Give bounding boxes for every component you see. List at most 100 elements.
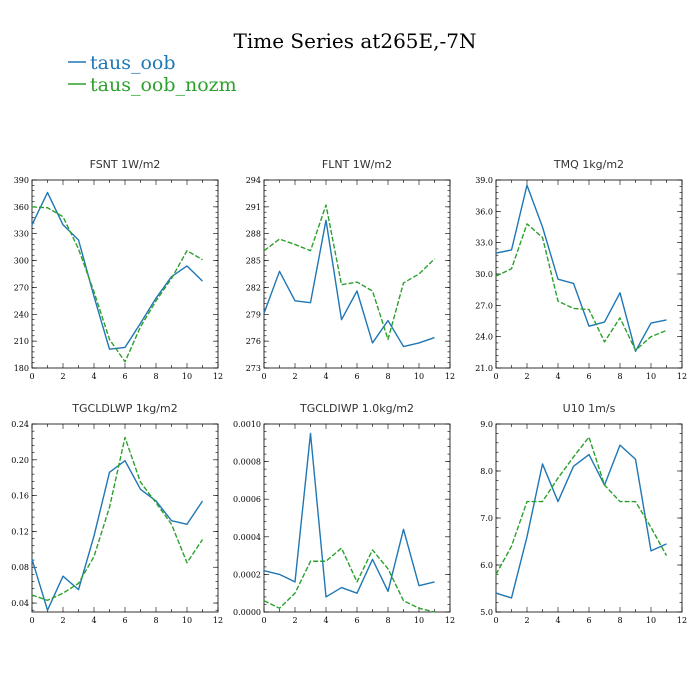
plot-frame-4: [263, 423, 451, 613]
y-tick-label: 0.0006: [233, 495, 261, 504]
series-line-taus_oob: [31, 191, 203, 350]
y-tick-label: 33.0: [475, 239, 493, 248]
x-tick-label: 8: [385, 616, 390, 625]
x-tick-label: 8: [617, 616, 622, 625]
y-tick-label: 0.0000: [233, 608, 261, 617]
y-tick-label: 273: [246, 364, 261, 373]
y-tick-label: 0.12: [11, 527, 29, 536]
x-tick-label: 4: [555, 616, 560, 625]
x-tick-label: 0: [261, 372, 266, 381]
x-tick-label: 10: [182, 616, 192, 625]
x-tick-label: 12: [445, 372, 455, 381]
y-tick-label: 0.08: [11, 563, 29, 572]
panel-title-4: TGCLDIWP 1.0kg/m2: [299, 402, 414, 415]
y-tick-label: 39.0: [475, 176, 493, 185]
x-tick-label: 0: [29, 372, 34, 381]
x-tick-label: 10: [182, 372, 192, 381]
panel-title-0: FSNT 1W/m2: [90, 158, 161, 171]
y-tick-label: 270: [14, 283, 29, 292]
panels: FSNT 1W/m20 2 4 6 8 10 12180210240270300330360…: [11, 158, 687, 625]
panel-title-1: FLNT 1W/m2: [322, 158, 392, 171]
series-line-taus_oob_nozm: [495, 223, 667, 351]
y-tick-label: 27.0: [475, 301, 493, 310]
chart-panel-2: TMQ 1kg/m2 0 2 4 6 8 10 12 21.0 24.0 27.0 30.0 33.0 3…: [475, 158, 687, 381]
chart-panel-5: U10 1m/s 0 2 4 6 8 10 12 5.0 6.0 7.0 8.0 9.0: [480, 402, 687, 625]
y-tick-label: 180: [14, 364, 29, 373]
x-tick-label: 10: [646, 616, 656, 625]
x-tick-label: 6: [122, 616, 127, 625]
y-tick-label: 7.0: [480, 514, 493, 523]
y-tick-label: 390: [14, 176, 29, 185]
x-tick-label: 4: [91, 616, 96, 625]
x-tick-label: 2: [524, 616, 529, 625]
x-tick-label: 0: [29, 616, 34, 625]
y-tick-label: 300: [14, 257, 29, 266]
y-tick-label: 30.0: [475, 270, 493, 279]
y-tick-label: 0.0008: [233, 458, 261, 467]
plot-frame-1: [263, 179, 451, 369]
y-tick-label: 240: [14, 310, 29, 319]
legend-label-0: taus_oob: [90, 52, 176, 74]
y-tick-label: 0.16: [11, 492, 29, 501]
legend-label-1: taus_oob_nozm: [90, 74, 237, 96]
x-tick-label: 4: [323, 372, 328, 381]
y-tick-label: 21.0: [475, 364, 493, 373]
x-tick-label: 0: [261, 616, 266, 625]
series-line-taus_oob: [263, 432, 435, 598]
x-tick-label: 2: [292, 372, 297, 381]
y-tick-label: 276: [246, 337, 261, 346]
series-line-taus_oob_nozm: [263, 547, 435, 613]
x-tick-label: 12: [213, 616, 223, 625]
x-tick-label: 12: [677, 616, 687, 625]
x-tick-label: 10: [646, 372, 656, 381]
series-line-taus_oob_nozm: [31, 436, 204, 602]
plot-frame-2: [495, 179, 683, 369]
y-tick-label: 210: [14, 337, 29, 346]
x-tick-label: 8: [385, 372, 390, 381]
chart-panel-3: TGCLDLWP 1kg/m2 0 2 4 6 8 10 12 0.04 0.08 0.12 0.16…: [11, 402, 223, 625]
y-tick-label: 330: [14, 230, 29, 239]
y-tick-label: 282: [246, 283, 261, 292]
panel-title-3: TGCLDLWP 1kg/m2: [71, 402, 177, 415]
chart-panel-0: FSNT 1W/m2 0 2 4 6 8 10 12 180 210 240 270 300 330 360…: [14, 158, 223, 381]
y-tick-label: 5.0: [480, 608, 493, 617]
x-tick-label: 10: [414, 616, 424, 625]
x-tick-label: 12: [677, 372, 687, 381]
x-tick-label: 8: [153, 372, 158, 381]
x-tick-label: 2: [60, 372, 65, 381]
y-tick-label: 0.0010: [233, 420, 261, 429]
x-tick-label: 0: [493, 616, 498, 625]
y-tick-label: 288: [246, 230, 261, 239]
x-tick-label: 0: [493, 372, 498, 381]
y-tick-label: 36.0: [475, 207, 493, 216]
figure-title: Time Series at265E,-7N: [234, 29, 477, 53]
legend: taus_oob taus_oob_nozm: [68, 52, 237, 96]
y-tick-label: 0.0004: [233, 533, 261, 542]
y-tick-label: 291: [246, 203, 261, 212]
x-tick-label: 8: [617, 372, 622, 381]
series-line-taus_oob: [495, 444, 667, 599]
y-tick-label: 279: [246, 310, 261, 319]
series-line-taus_oob_nozm: [495, 436, 668, 575]
y-tick-label: 0.04: [11, 599, 29, 608]
x-tick-label: 4: [91, 372, 96, 381]
x-tick-label: 12: [445, 616, 455, 625]
x-tick-label: 10: [414, 372, 424, 381]
x-tick-label: 2: [292, 616, 297, 625]
chart-panel-4: TGCLDIWP 1.0kg/m2 0 2 4 6 8 10 12 0.0000 0.0002 0.…: [233, 402, 455, 625]
y-tick-label: 24.0: [475, 333, 493, 342]
x-tick-label: 6: [354, 372, 359, 381]
y-tick-label: 9.0: [480, 420, 493, 429]
x-tick-label: 4: [323, 616, 328, 625]
series-line-taus_oob: [31, 460, 204, 611]
y-tick-label: 0.0002: [233, 570, 261, 579]
y-tick-label: 294: [246, 176, 261, 185]
x-tick-label: 4: [555, 372, 560, 381]
plot-frame-0: [31, 179, 219, 369]
x-tick-label: 8: [153, 616, 158, 625]
y-tick-label: 360: [14, 203, 29, 212]
y-tick-label: 285: [246, 257, 261, 266]
x-tick-label: 6: [586, 616, 591, 625]
series-line-taus_oob_nozm: [31, 206, 203, 363]
